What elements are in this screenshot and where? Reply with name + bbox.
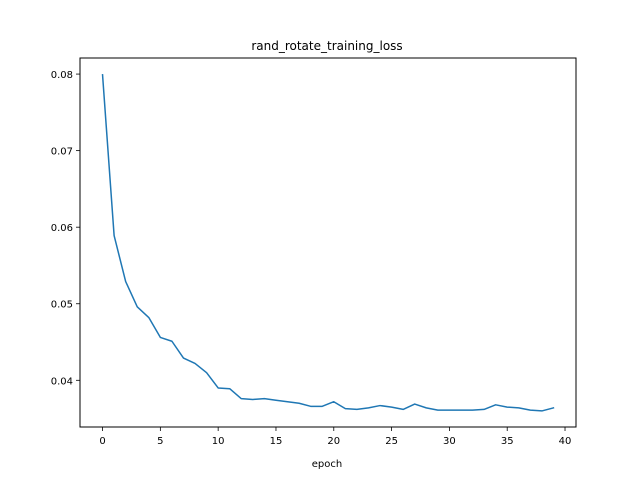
x-axis-ticks: 0 5 10 15 20 25 30 35 40 (99, 427, 571, 447)
x-tick-label: 5 (157, 436, 163, 447)
y-tick-label: 0.06 (51, 223, 73, 234)
chart-title: rand_rotate_training_loss (251, 39, 402, 53)
series-line-0 (103, 75, 554, 411)
y-tick-label: 0.08 (51, 70, 73, 81)
x-tick-label: 20 (327, 436, 340, 447)
y-tick-label: 0.05 (51, 300, 73, 311)
x-tick-label: 30 (443, 436, 456, 447)
x-tick-label: 40 (559, 436, 572, 447)
y-axis-ticks: 0.04 0.05 0.06 0.07 0.08 (51, 70, 80, 387)
plot-frame (80, 58, 576, 427)
x-tick-label: 10 (212, 436, 225, 447)
plot-area (103, 75, 554, 411)
x-tick-label: 0 (99, 436, 105, 447)
x-tick-label: 15 (270, 436, 283, 447)
x-tick-label: 25 (385, 436, 398, 447)
y-tick-label: 0.07 (51, 147, 73, 158)
y-tick-label: 0.04 (51, 376, 73, 387)
x-tick-label: 35 (501, 436, 514, 447)
x-axis-label: epoch (312, 459, 342, 470)
